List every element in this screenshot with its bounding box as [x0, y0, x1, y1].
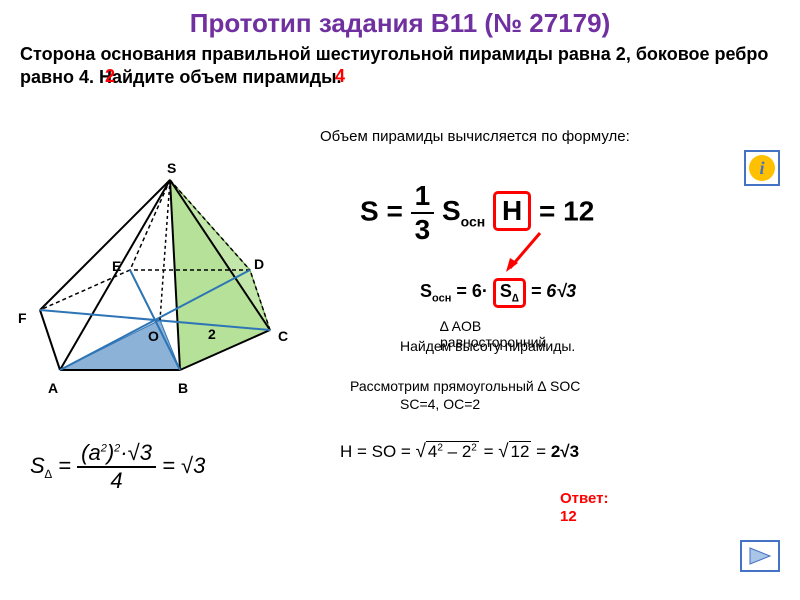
minus: –: [443, 442, 462, 461]
frac-onethird: 1 3: [411, 180, 435, 246]
eq-6: = 6·: [456, 281, 488, 301]
label-D: D: [254, 256, 264, 272]
sc-oc: SC=4, OC=2: [400, 396, 480, 412]
eq-b: =: [536, 442, 551, 461]
label-O: O: [148, 328, 159, 344]
feq2: =: [162, 453, 181, 478]
page-title: Прототип задания B11 (№ 27179): [0, 0, 800, 43]
S-tri: S: [500, 281, 512, 301]
S-osn: Sосн: [442, 195, 493, 226]
fdelta: ∆: [45, 467, 52, 481]
num-a2r3: (a2)2·√3: [77, 440, 156, 468]
two-r3: 2√3: [551, 442, 579, 461]
sup2b: 2: [471, 442, 477, 453]
edge-label-2: 2: [208, 326, 216, 342]
frac-a2r3: (a2)2·√3 4: [77, 440, 156, 494]
info-button[interactable]: i: [744, 150, 780, 186]
formula-s-delta: S∆ = (a2)2·√3 4 = √3: [30, 440, 205, 494]
osn-sub: осн: [461, 214, 486, 230]
fp2: 2: [101, 443, 107, 455]
pyramid-diagram: [10, 140, 320, 420]
num-1: 1: [411, 180, 435, 214]
label-E: E: [112, 258, 121, 274]
fres: √3: [181, 453, 205, 478]
label-F: F: [18, 310, 27, 326]
triangle-right-icon: [748, 546, 772, 566]
label-A: A: [48, 380, 58, 396]
H-box: H: [493, 191, 531, 231]
consider-soc: Рассмотрим прямоугольный ∆ SOC: [350, 378, 670, 394]
den-3: 3: [411, 214, 435, 246]
S-letter: S: [442, 195, 461, 226]
r2: 2: [462, 442, 471, 461]
S-osn2: S: [420, 281, 432, 301]
sqrt2: √: [498, 440, 508, 461]
find-height: Найдем высоту пирамиды.: [400, 338, 600, 354]
label-B: B: [178, 380, 188, 396]
eq-6r3: = 6√3: [531, 281, 576, 301]
formula-sosn: Sосн = 6· S∆ = 6√3: [420, 278, 576, 308]
volume-intro: Объем пирамиды вычисляется по формуле:: [320, 128, 650, 145]
arrow-red: [500, 228, 560, 278]
overlay-4: 4: [335, 66, 345, 87]
overlay-2: 2: [105, 66, 115, 87]
fr3: 3: [140, 440, 152, 465]
r12: 12: [509, 441, 532, 461]
delta-sub: ∆: [512, 293, 519, 305]
fden: 4: [77, 468, 156, 494]
label-S: S: [167, 160, 176, 176]
eq-a: =: [484, 442, 499, 461]
answer-label: Ответ:: [560, 490, 609, 507]
r4: 4: [428, 442, 437, 461]
fa: a: [88, 440, 100, 465]
aob1: ∆ AOB: [440, 318, 481, 334]
next-button[interactable]: [740, 540, 780, 572]
label-C: C: [278, 328, 288, 344]
answer-value: 12: [560, 508, 577, 525]
fS: S: [30, 453, 45, 478]
h-eq: H = SO =: [340, 442, 411, 461]
formula-h: H = SO = √42 – 22 = √12 = 2√3: [340, 440, 579, 462]
S-delta-box: S∆: [493, 278, 526, 308]
osn-sub2: осн: [432, 293, 451, 305]
sqrt1: √: [416, 440, 426, 461]
problem-text: Сторона основания правильной шестиугольн…: [0, 43, 800, 88]
info-icon: i: [749, 155, 775, 181]
feq: =: [58, 453, 77, 478]
S-eq: S =: [360, 195, 403, 226]
sqrt1-arg: 42 – 22: [426, 441, 479, 461]
eq-12: = 12: [539, 195, 594, 226]
